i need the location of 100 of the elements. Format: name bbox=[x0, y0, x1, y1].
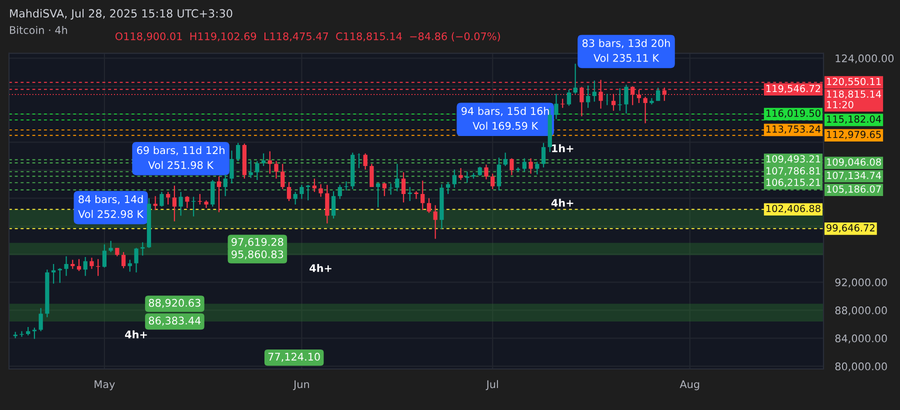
candlestick bbox=[160, 191, 164, 208]
candlestick bbox=[274, 160, 278, 180]
annotation: 97,619.28 bbox=[232, 238, 284, 247]
candlestick bbox=[230, 150, 234, 184]
candlestick bbox=[96, 258, 100, 276]
candlestick bbox=[338, 184, 342, 200]
candlestick bbox=[293, 191, 298, 206]
candlestick bbox=[331, 190, 336, 220]
candlestick bbox=[503, 152, 508, 167]
candlestick bbox=[90, 257, 94, 270]
annotation: 94 bars, 15d 16h Vol 169.59 K bbox=[462, 106, 549, 130]
candlestick bbox=[286, 182, 292, 202]
ref-line-label: 113,753.24 bbox=[766, 125, 821, 134]
candlestick bbox=[236, 142, 240, 162]
candlestick bbox=[153, 196, 158, 211]
y-tick-label: 92,000.00 bbox=[835, 278, 887, 288]
candlestick bbox=[172, 185, 177, 222]
annotation: 4h+ bbox=[310, 264, 332, 272]
text: MahdiSVA, Jul 28, 2025 15:18 UTC+3:30 bbox=[10, 8, 232, 20]
ref-line-label: 107,134.74 bbox=[827, 172, 882, 180]
candlestick bbox=[560, 98, 565, 108]
candlestick bbox=[566, 89, 572, 106]
y-tick-label: 80,000.00 bbox=[835, 362, 887, 372]
y-tick-label: 124,000.00 bbox=[836, 54, 894, 64]
candlestick bbox=[312, 178, 317, 192]
candlestick bbox=[496, 157, 502, 192]
candlestick bbox=[458, 168, 463, 181]
candlestick bbox=[446, 182, 450, 195]
annotation: 77,124.10 bbox=[268, 352, 320, 362]
candlestick bbox=[490, 173, 495, 190]
candlestick bbox=[484, 164, 488, 180]
annotation: 86,383.44 bbox=[148, 316, 201, 326]
candlestick bbox=[376, 182, 380, 208]
candlestick bbox=[248, 160, 253, 178]
candlestick bbox=[216, 176, 222, 213]
annotation: 84 bars, 14d Vol 252.98 K bbox=[78, 195, 144, 218]
candlestick bbox=[58, 268, 62, 284]
ref-line-label: 105,186.07 bbox=[827, 185, 881, 194]
annotation: 4h+ bbox=[125, 330, 147, 338]
ref-line-label: 119,546.72 bbox=[766, 84, 820, 94]
candlestick bbox=[300, 184, 304, 200]
ref-line-label: 118,815.14 11:20 bbox=[827, 90, 882, 108]
chart-title: Bitcoin · 4h bbox=[10, 26, 67, 34]
candlestick bbox=[656, 87, 660, 102]
ref-line-label: 115,182.04 bbox=[827, 115, 882, 124]
candlestick bbox=[134, 247, 138, 273]
candlestick bbox=[420, 180, 425, 211]
candlestick bbox=[522, 158, 526, 172]
candlestick bbox=[408, 186, 412, 202]
y-tick-label: 84,000.00 bbox=[835, 334, 887, 344]
x-tick-label: Aug bbox=[680, 380, 700, 390]
candlestick bbox=[102, 244, 107, 268]
candlestick bbox=[586, 84, 590, 108]
candlestick bbox=[535, 161, 540, 175]
candlestick bbox=[363, 152, 368, 170]
candlestick bbox=[370, 163, 374, 188]
candlestick bbox=[83, 256, 88, 276]
candlestick bbox=[325, 184, 330, 224]
candlestick bbox=[356, 152, 362, 169]
candlestick bbox=[64, 256, 68, 276]
annotation: 83 bars, 13d 20h Vol 235.11 K bbox=[582, 39, 670, 62]
candlestick bbox=[382, 182, 386, 197]
ref-line-label: 99,646.72 bbox=[826, 224, 874, 232]
candlestick bbox=[433, 204, 438, 240]
y-tick-label: 88,000.00 bbox=[835, 306, 887, 316]
candlestick bbox=[140, 242, 145, 256]
candlestick bbox=[478, 166, 482, 176]
candlestick bbox=[465, 171, 470, 184]
ref-line-label: 106,215.21 bbox=[766, 178, 820, 188]
candlestick bbox=[395, 163, 400, 192]
candlestick bbox=[452, 168, 456, 188]
x-tick-label: May bbox=[94, 380, 115, 390]
ref-line-label: 107,786.81 bbox=[766, 167, 820, 176]
candlestick bbox=[426, 198, 432, 214]
ref-line-label: 109,493.21 bbox=[766, 155, 820, 164]
ref-line-label: 112,979.65 bbox=[827, 130, 881, 140]
ref-line-label: 102,406.88 bbox=[766, 204, 820, 214]
candlestick bbox=[76, 258, 82, 272]
candlestick bbox=[38, 308, 43, 332]
chart-subtitle: O118,900.01 H119,102.69 L118,475.47 C118,815.14 −84.86 (−0.07%) bbox=[115, 32, 500, 42]
candlestick bbox=[121, 252, 126, 269]
candlestick bbox=[605, 93, 610, 106]
candlestick bbox=[414, 190, 418, 200]
candlestick bbox=[255, 160, 260, 181]
annotation: 1h+ bbox=[552, 144, 574, 152]
x-tick-label: Jul bbox=[486, 380, 498, 390]
annotation: 69 bars, 11d 12h Vol 251.98 K bbox=[137, 146, 224, 170]
candlestick bbox=[223, 174, 228, 197]
annotation: 4h+ bbox=[551, 198, 574, 207]
candlestick bbox=[210, 179, 215, 208]
x-tick-label: Jun bbox=[293, 380, 309, 390]
candlestick bbox=[166, 191, 170, 206]
candlestick bbox=[306, 184, 310, 201]
ref-line-label: 120,550.11 bbox=[827, 78, 881, 86]
candlestick bbox=[573, 63, 578, 94]
candlestick bbox=[554, 93, 558, 120]
candlestick bbox=[51, 263, 56, 284]
candlestick bbox=[70, 259, 75, 270]
candlestick bbox=[280, 163, 285, 190]
candlestick bbox=[268, 150, 272, 174]
